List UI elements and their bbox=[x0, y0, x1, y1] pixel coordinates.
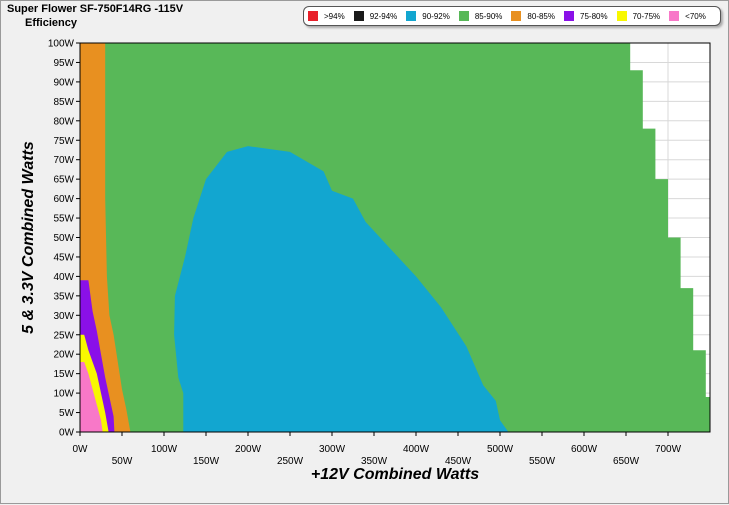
legend: >94% 92-94% 90-92% 85-90% 80-85% 75-80% … bbox=[303, 6, 721, 26]
x-tick-label: 100W bbox=[151, 444, 178, 455]
x-tick-label: 300W bbox=[319, 444, 346, 455]
legend-swatch bbox=[353, 11, 364, 21]
y-tick-label: 85W bbox=[53, 97, 74, 108]
legend-label: >94% bbox=[324, 11, 345, 21]
legend-item: 80-85% bbox=[511, 11, 555, 21]
y-tick-label: 60W bbox=[53, 194, 74, 205]
legend-swatch bbox=[669, 11, 680, 21]
legend-item: <70% bbox=[669, 11, 706, 21]
legend-swatch bbox=[616, 11, 627, 21]
legend-item: 75-80% bbox=[564, 11, 608, 21]
x-axis-title: +12V Combined Watts bbox=[311, 466, 479, 483]
legend-label: 75-80% bbox=[580, 11, 608, 21]
x-tick-label: 400W bbox=[403, 444, 430, 455]
x-tick-label: 500W bbox=[487, 444, 514, 455]
x-tick-label: 600W bbox=[571, 444, 598, 455]
y-tick-label: 55W bbox=[53, 214, 74, 225]
legend-label: <70% bbox=[685, 11, 706, 21]
x-tick-label: 250W bbox=[277, 456, 304, 467]
legend-item: 92-94% bbox=[353, 11, 398, 21]
legend-swatch bbox=[511, 11, 522, 21]
chart-subtitle: Efficiency bbox=[25, 17, 77, 29]
x-tick-label: 350W bbox=[361, 456, 388, 467]
y-tick-label: 0W bbox=[59, 428, 75, 439]
region-below-70 bbox=[80, 362, 103, 432]
y-tick-label: 15W bbox=[53, 369, 74, 380]
y-tick-label: 75W bbox=[53, 136, 74, 147]
y-tick-label: 45W bbox=[53, 252, 74, 263]
y-tick-label: 10W bbox=[53, 389, 74, 400]
y-tick-label: 95W bbox=[53, 58, 74, 69]
x-tick-label: 650W bbox=[613, 456, 640, 467]
y-tick-label: 80W bbox=[53, 116, 74, 127]
legend-item: 90-92% bbox=[406, 11, 450, 21]
y-tick-label: 50W bbox=[53, 233, 74, 244]
x-tick-label: 700W bbox=[655, 444, 682, 455]
x-tick-label: 150W bbox=[193, 456, 220, 467]
x-tick-label: 450W bbox=[445, 456, 472, 467]
y-tick-label: 25W bbox=[53, 330, 74, 341]
legend-label: 85-90% bbox=[474, 11, 503, 21]
legend-label: 80-85% bbox=[527, 11, 555, 21]
legend-label: 92-94% bbox=[369, 11, 398, 21]
x-tick-label: 200W bbox=[235, 444, 262, 455]
y-tick-label: 65W bbox=[53, 175, 74, 186]
legend-item: 70-75% bbox=[616, 11, 661, 21]
y-tick-label: 35W bbox=[53, 291, 74, 302]
legend-swatch bbox=[308, 11, 318, 21]
legend-item: 85-90% bbox=[458, 11, 503, 21]
y-tick-label: 90W bbox=[53, 77, 74, 88]
y-axis-title: 5 & 3.3V Combined Watts bbox=[20, 141, 37, 334]
y-tick-label: 70W bbox=[53, 155, 74, 166]
legend-swatch bbox=[564, 11, 574, 21]
legend-item: >94% bbox=[308, 11, 345, 21]
chart-title: Super Flower SF-750F14RG -115V bbox=[7, 3, 184, 15]
y-tick-label: 100W bbox=[48, 39, 75, 50]
y-tick-label: 5W bbox=[59, 408, 75, 419]
x-tick-label: 550W bbox=[529, 456, 556, 467]
y-tick-label: 20W bbox=[53, 350, 74, 361]
legend-swatch bbox=[458, 11, 469, 21]
x-tick-label: 50W bbox=[112, 456, 133, 467]
legend-swatch bbox=[406, 11, 417, 21]
x-tick-label: 0W bbox=[73, 444, 89, 455]
region-90-92 bbox=[174, 146, 509, 432]
legend-label: 70-75% bbox=[632, 11, 661, 21]
y-tick-label: 40W bbox=[53, 272, 74, 283]
legend-label: 90-92% bbox=[422, 11, 450, 21]
y-tick-label: 30W bbox=[53, 311, 74, 322]
